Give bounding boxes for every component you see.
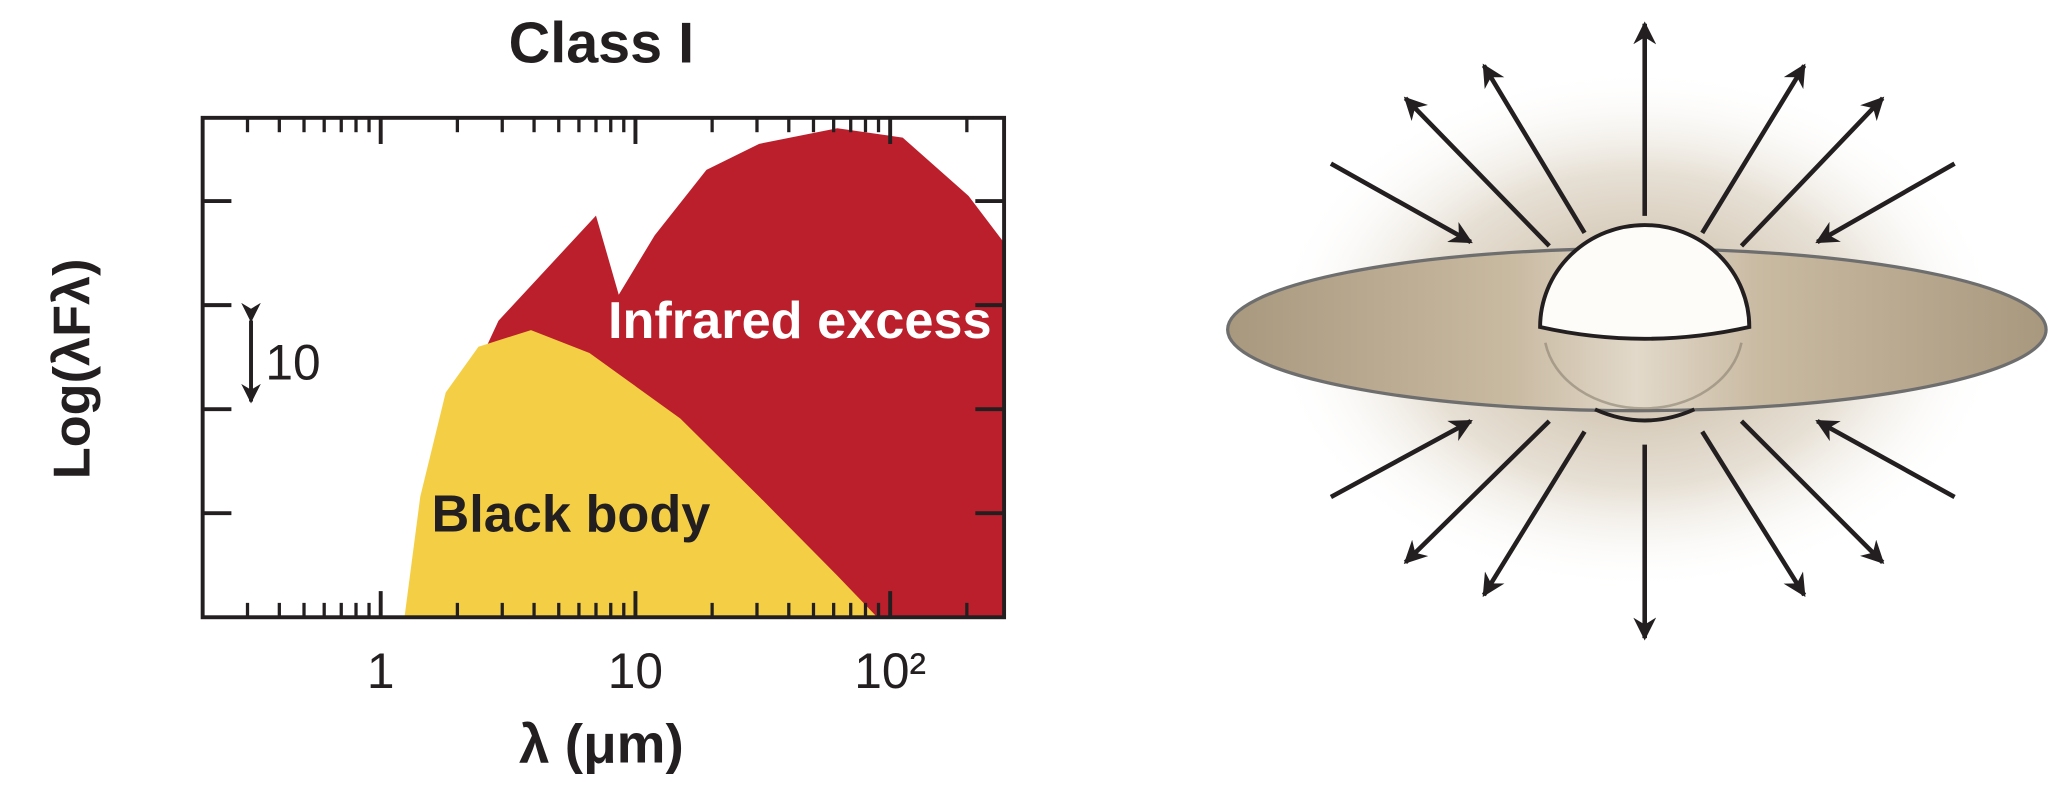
star-bottom [1594,407,1696,423]
star-lower [1544,342,1743,410]
x-tick-label: 10² [854,643,926,699]
scale-label: 10 [265,334,320,390]
chart-title: Class I [509,11,694,75]
ticks: 1 10 10² [202,117,1005,699]
chart: 1 10 10² Class I λ (μm) Log(λFλ) 10 Infrar… [44,11,1007,774]
arrows [1329,21,1956,641]
y-axis-label: Log(λFλ) [44,258,102,479]
plot-frame [200,115,1007,620]
areas [404,128,1005,618]
star [1538,223,1752,341]
series-label: Black body [431,486,710,544]
x-tick-label: 1 [367,643,395,699]
x-tick-label: 10 [608,643,663,699]
series-label: Infrared excess [608,292,992,350]
area [404,330,878,618]
protostar-illustration [1226,21,2048,641]
x-axis-label: λ (μm) [519,712,684,774]
